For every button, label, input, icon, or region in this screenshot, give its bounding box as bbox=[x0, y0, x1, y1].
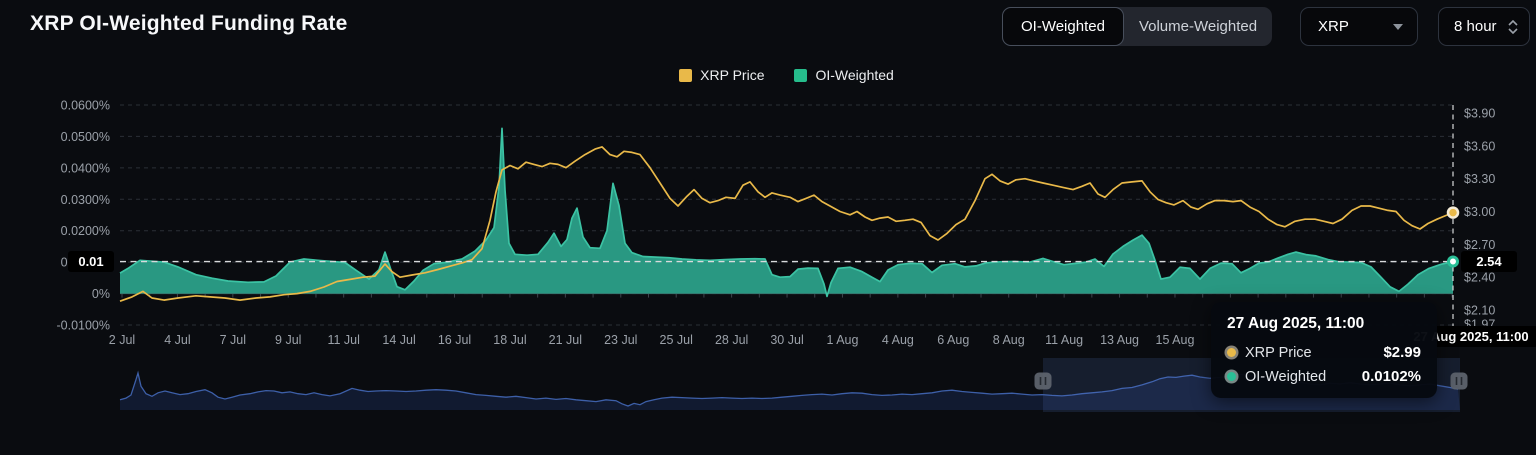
svg-text:13 Aug: 13 Aug bbox=[1100, 333, 1139, 347]
legend-label-price: XRP Price bbox=[700, 67, 765, 83]
svg-text:14 Jul: 14 Jul bbox=[382, 333, 415, 347]
svg-text:6 Aug: 6 Aug bbox=[937, 333, 969, 347]
tooltip-funding-value: 0.0102% bbox=[1361, 368, 1421, 385]
legend-swatch-price bbox=[679, 68, 693, 82]
svg-text:7 Jul: 7 Jul bbox=[220, 333, 246, 347]
interval-select-value: 8 hour bbox=[1454, 18, 1497, 35]
toggle-volume-weighted-label: Volume-Weighted bbox=[1138, 18, 1258, 35]
chevron-down-icon bbox=[1393, 23, 1403, 30]
funding-dot-icon bbox=[1227, 372, 1236, 381]
svg-text:8 Aug: 8 Aug bbox=[993, 333, 1025, 347]
tooltip-funding-label: OI-Weighted bbox=[1245, 368, 1327, 385]
toggle-volume-weighted[interactable]: Volume-Weighted bbox=[1124, 7, 1272, 46]
crosshair-date-label: 27 Aug 2025, 11:00 bbox=[1404, 326, 1536, 347]
symbol-select-value: XRP bbox=[1318, 18, 1349, 35]
svg-text:$3.60: $3.60 bbox=[1464, 139, 1495, 153]
svg-text:$3.00: $3.00 bbox=[1464, 205, 1495, 219]
legend-swatch-funding bbox=[794, 68, 808, 82]
chart-series bbox=[119, 127, 1454, 303]
svg-text:4 Aug: 4 Aug bbox=[882, 333, 914, 347]
chart-tooltip: 27 Aug 2025, 11:00 XRP Price $2.99 OI-We… bbox=[1211, 302, 1437, 398]
axis-labels: 0.0600% 0.0500% 0.0400% 0.0300% 0.0200% 0.01 0… bbox=[56, 99, 1495, 348]
legend: XRP Price OI-Weighted bbox=[120, 67, 1453, 83]
svg-text:16 Jul: 16 Jul bbox=[438, 333, 471, 347]
tooltip-title: 27 Aug 2025, 11:00 bbox=[1227, 315, 1365, 332]
svg-text:18 Jul: 18 Jul bbox=[493, 333, 526, 347]
svg-text:$2.10: $2.10 bbox=[1464, 303, 1495, 317]
legend-label-funding: OI-Weighted bbox=[815, 67, 894, 83]
svg-text:11 Jul: 11 Jul bbox=[327, 333, 359, 347]
svg-text:$2.70: $2.70 bbox=[1464, 238, 1495, 252]
svg-text:15 Aug: 15 Aug bbox=[1156, 333, 1195, 347]
svg-text:0.0500%: 0.0500% bbox=[61, 130, 110, 144]
svg-text:23 Jul: 23 Jul bbox=[604, 333, 637, 347]
navigator-handle-left[interactable] bbox=[1034, 372, 1052, 390]
crosshair-y-left-label: 0.01 bbox=[68, 251, 114, 272]
svg-text:30 Jul: 30 Jul bbox=[770, 333, 803, 347]
svg-text:11 Aug: 11 Aug bbox=[1045, 333, 1083, 347]
svg-text:0%: 0% bbox=[92, 287, 110, 301]
svg-text:25 Jul: 25 Jul bbox=[660, 333, 693, 347]
svg-text:9 Jul: 9 Jul bbox=[275, 333, 301, 347]
svg-text:0.0300%: 0.0300% bbox=[61, 193, 110, 207]
svg-text:$2.40: $2.40 bbox=[1464, 271, 1495, 285]
svg-text:$3.30: $3.30 bbox=[1464, 172, 1495, 186]
svg-text:2 Jul: 2 Jul bbox=[109, 333, 135, 347]
tooltip-row-price: XRP Price $2.99 bbox=[1227, 344, 1421, 361]
tooltip-price-value: $2.99 bbox=[1383, 344, 1421, 361]
page-title: XRP OI-Weighted Funding Rate bbox=[30, 12, 348, 35]
svg-text:28 Jul: 28 Jul bbox=[715, 333, 748, 347]
weighting-toggle: OI-Weighted Volume-Weighted bbox=[1002, 7, 1273, 46]
navigator-handle-right[interactable] bbox=[1450, 372, 1468, 390]
svg-text:-0.0100%: -0.0100% bbox=[56, 319, 110, 333]
svg-text:1 Aug: 1 Aug bbox=[826, 333, 858, 347]
svg-text:0.0200%: 0.0200% bbox=[61, 224, 110, 238]
svg-text:4 Jul: 4 Jul bbox=[164, 333, 190, 347]
svg-text:0.0600%: 0.0600% bbox=[61, 99, 110, 113]
toggle-oi-weighted-label: OI-Weighted bbox=[1021, 18, 1105, 35]
crosshair bbox=[120, 105, 1460, 333]
tooltip-price-label: XRP Price bbox=[1245, 344, 1312, 361]
price-dot-icon bbox=[1227, 348, 1236, 357]
svg-text:$3.90: $3.90 bbox=[1464, 107, 1495, 121]
toggle-oi-weighted[interactable]: OI-Weighted bbox=[1002, 7, 1124, 46]
tooltip-row-funding: OI-Weighted 0.0102% bbox=[1227, 368, 1421, 385]
legend-item-xrp-price[interactable]: XRP Price bbox=[679, 67, 764, 83]
interval-select[interactable]: 8 hour bbox=[1438, 7, 1530, 46]
svg-text:0.0400%: 0.0400% bbox=[61, 161, 110, 175]
legend-item-oi-weighted[interactable]: OI-Weighted bbox=[794, 67, 894, 83]
crosshair-y-right-label: 2.54 bbox=[1461, 251, 1517, 272]
updown-chevrons-icon bbox=[1508, 19, 1518, 34]
svg-text:21 Jul: 21 Jul bbox=[549, 333, 582, 347]
symbol-select[interactable]: XRP bbox=[1300, 7, 1418, 46]
